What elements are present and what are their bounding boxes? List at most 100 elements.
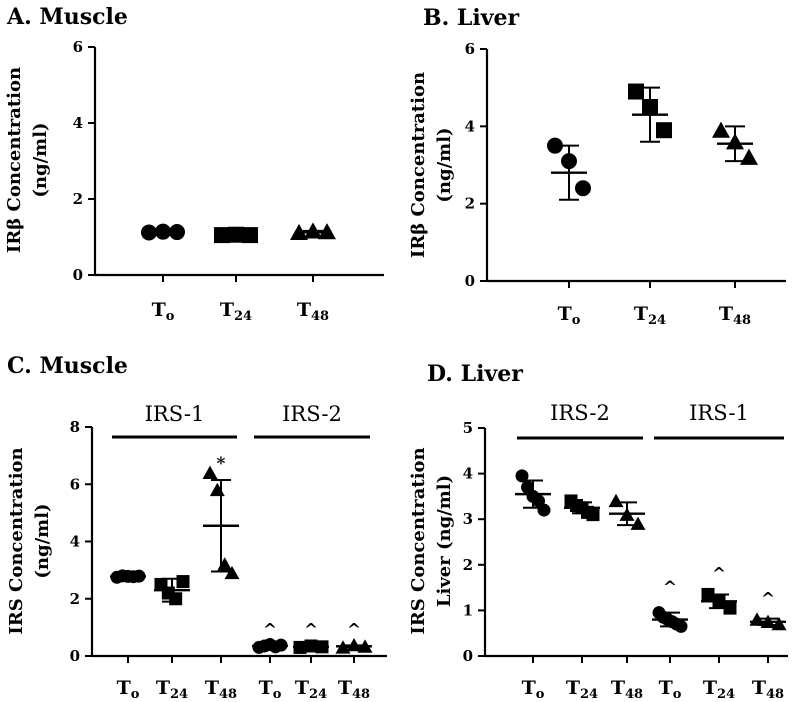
data-point [217,557,233,571]
y-axis-label: IRβ Concentration [408,72,429,258]
x-tick-label: To [558,303,581,328]
x-tick-label: To [117,677,140,702]
y-tick-label: 6 [70,475,80,493]
series-irs-2-t24 [293,639,329,654]
series-t24 [628,83,672,143]
group-label: IRS-2 [550,401,610,425]
significance-mark: ^ [761,589,775,609]
y-tick-label: 4 [70,533,80,551]
series-t0 [141,223,185,241]
y-tick-label: 2 [73,190,83,208]
series-irs-1-t24 [701,587,737,615]
y-axis-label: IRS Concentration [408,447,429,634]
x-tick-label: To [522,677,545,702]
y-tick-label: 0 [73,266,83,284]
group-label: IRS-1 [145,402,205,426]
series-irs-2-t48 [608,493,646,530]
data-point [723,601,737,615]
x-tick-label: T48 [752,677,784,702]
x-tick-label: T24 [220,299,252,324]
x-tick-label: T24 [566,677,598,702]
series-irs-1-t48 [749,612,787,631]
data-point [202,465,218,479]
data-point [630,516,646,530]
data-point [674,619,688,633]
panel-c: C. Muscle IRS Concentration (ng/ml) 0 2 4 6 8 To… [6,353,387,702]
data-point [740,148,758,165]
x-tick-label: To [152,299,175,324]
data-point [575,180,591,197]
y-tick-label: 6 [465,40,475,58]
y-tick-label: 0 [70,647,80,665]
group-label: IRS-2 [282,402,342,426]
y-tick-label: 2 [463,556,473,574]
data-point [608,493,624,508]
x-tick-label: T48 [611,677,643,702]
data-point [547,137,563,154]
x-tick-label: T24 [295,677,327,702]
series-irs-1-t24 [154,575,190,606]
significance-mark: ^ [263,620,277,640]
data-point [176,575,190,589]
y-tick-label: 4 [465,117,475,135]
panel-title: C. Muscle [7,353,128,379]
series-irs-2-t24 [564,494,600,522]
panel-title: A. Muscle [6,4,128,30]
y-axis-label: IRS Concentration [6,447,27,634]
data-point [771,616,787,631]
x-tick-label: To [659,677,682,702]
y-tick-label: 4 [73,114,83,132]
significance-mark: ^ [712,564,726,584]
y-tick-label: 5 [463,419,473,437]
y-tick-label: 3 [463,510,473,528]
series-irs-1-t0 [652,606,688,633]
significance-mark: ^ [663,578,677,598]
x-tick-label: T48 [205,677,237,702]
panel-a: A. Muscle IRβ Concentration (ng/ml) 0 2 4 6 To T… [4,4,384,324]
series-irs-2-t0 [252,638,288,654]
group-label: IRS-1 [689,401,749,425]
y-tick-label: 2 [70,590,80,608]
y-tick-label: 8 [70,418,80,436]
y-axis-label: IRβ Concentration [4,67,25,253]
y-tick-label: 1 [463,601,473,619]
significance-mark: ^ [347,620,361,640]
data-point [209,482,225,497]
x-tick-label: T48 [719,303,751,328]
y-tick-label: 0 [465,272,475,290]
data-point [515,469,529,483]
panel-title: D. Liver [427,361,523,387]
y-tick-label: 2 [465,195,475,213]
panel-title: B. Liver [423,5,520,31]
data-point [701,587,715,601]
x-tick-label: T48 [297,299,329,324]
significance-mark: * [217,454,226,474]
series-t48 [290,222,336,241]
series-irs-1-t48 [202,465,240,580]
data-point [712,121,730,138]
data-point [586,508,600,522]
series-irs-2-t0 [515,469,551,517]
series-irs-1-t0 [110,569,146,584]
y-tick-label: 4 [463,465,473,483]
data-point [537,503,551,517]
x-tick-label: T24 [703,677,735,702]
x-tick-label: T24 [156,677,188,702]
x-tick-label: To [259,677,282,702]
series-t0 [547,137,591,201]
x-tick-label: T24 [634,303,666,328]
panel-d: D. Liver IRS Concentration Liver (ng/ml) 0 1… [408,361,788,702]
significance-mark: ^ [304,620,318,640]
data-point [224,565,240,580]
y-tick-label: 6 [73,38,83,56]
y-tick-label: 0 [463,647,473,665]
panel-b: B. Liver IRβ Concentration (ng/ml) 0 2 4 6 To T2… [408,5,786,328]
y-axis-label: Liver (ng/ml) [434,475,455,607]
y-axis-label: (ng/ml) [32,503,53,578]
x-tick-label: T48 [338,677,370,702]
y-axis-label: (ng/ml) [434,127,455,202]
data-point [656,122,672,139]
series-t48 [712,121,758,165]
y-axis-label: (ng/ml) [30,122,51,197]
